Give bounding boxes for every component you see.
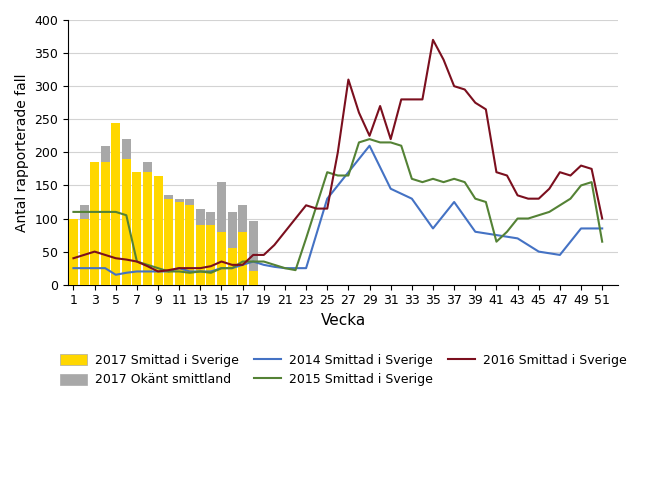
- Bar: [249, 271, 258, 285]
- Bar: [90, 163, 99, 285]
- Bar: [101, 146, 110, 285]
- Bar: [228, 248, 236, 285]
- Bar: [153, 175, 163, 285]
- Bar: [112, 123, 120, 285]
- Bar: [101, 163, 110, 285]
- Bar: [80, 219, 88, 285]
- Bar: [228, 212, 236, 285]
- Bar: [143, 163, 152, 285]
- Bar: [80, 205, 88, 285]
- Bar: [185, 199, 195, 285]
- Bar: [164, 195, 173, 285]
- Bar: [217, 182, 226, 285]
- Bar: [69, 219, 78, 285]
- Bar: [175, 199, 184, 285]
- Bar: [207, 225, 215, 285]
- Bar: [112, 123, 120, 285]
- Bar: [238, 232, 247, 285]
- Bar: [122, 139, 131, 285]
- Bar: [122, 159, 131, 285]
- Bar: [249, 221, 258, 285]
- Bar: [217, 232, 226, 285]
- Legend: 2017 Smittad i Sverige, 2017 Okänt smittland, 2014 Smittad i Sverige, 2015 Smitt: 2017 Smittad i Sverige, 2017 Okänt smitt…: [55, 349, 631, 392]
- Bar: [153, 175, 163, 285]
- Bar: [196, 225, 205, 285]
- Bar: [196, 209, 205, 285]
- Y-axis label: Antal rapporterade fall: Antal rapporterade fall: [15, 73, 29, 232]
- Bar: [69, 219, 78, 285]
- Bar: [132, 172, 141, 285]
- Bar: [143, 172, 152, 285]
- Bar: [90, 163, 99, 285]
- Bar: [132, 172, 141, 285]
- Bar: [238, 205, 247, 285]
- Bar: [175, 202, 184, 285]
- Bar: [164, 199, 173, 285]
- Bar: [207, 212, 215, 285]
- Bar: [185, 205, 195, 285]
- X-axis label: Vecka: Vecka: [321, 313, 366, 328]
